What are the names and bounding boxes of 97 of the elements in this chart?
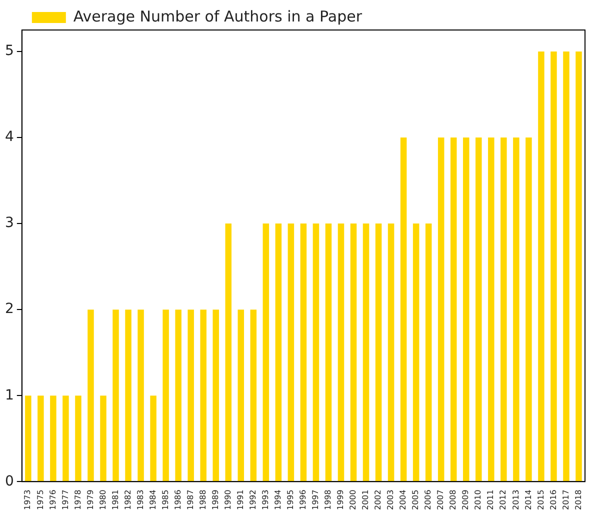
bar: [425, 224, 432, 482]
x-tick-label: 1975: [36, 490, 45, 510]
x-tick-label: 2017: [561, 490, 570, 510]
bar: [150, 396, 156, 482]
x-tick-label: 2011: [486, 490, 496, 510]
x-tick-label: 1973: [23, 490, 32, 510]
x-tick-label: 1993: [260, 490, 270, 510]
x-tick-label: 2000: [348, 490, 358, 510]
x-tick-label: 1986: [173, 490, 182, 510]
bar: [576, 52, 582, 482]
bar: [212, 310, 219, 482]
bar: [38, 396, 44, 482]
bar: [250, 310, 257, 482]
x-tick-label: 2006: [424, 490, 433, 510]
x-tick-label: 1988: [198, 490, 208, 510]
x-tick-label: 2003: [386, 490, 396, 510]
bar: [362, 224, 370, 482]
x-tick-label: 2007: [436, 490, 446, 510]
x-tick-label: 1976: [48, 490, 58, 510]
x-tick-label: 2018: [574, 490, 583, 510]
bar: [476, 138, 482, 482]
bar: [400, 138, 407, 482]
x-tick-label: 1998: [324, 490, 333, 510]
x-tick-label: 1987: [186, 490, 195, 510]
x-tick-label: 1978: [73, 490, 82, 510]
bar: [513, 138, 520, 482]
x-tick-label: 2009: [461, 490, 470, 510]
x-tick-label: 1989: [210, 490, 220, 510]
x-tick-label: 2005: [411, 490, 420, 510]
bar: [300, 224, 307, 482]
x-tick-label: 2001: [361, 490, 370, 510]
bar: [350, 224, 357, 482]
x-tick-label: 2010: [474, 490, 483, 510]
x-tick-label: 1981: [110, 490, 120, 510]
x-tick-label: 1991: [236, 490, 245, 510]
x-tick-label: 1995: [286, 490, 296, 510]
x-tick-label: 2014: [524, 490, 533, 510]
bar: [538, 52, 544, 482]
bar: [526, 138, 532, 482]
x-tick-label: 1992: [248, 490, 258, 510]
x-tick-label: 1977: [60, 490, 70, 510]
bar: [50, 396, 56, 482]
x-tick-label: 1982: [123, 490, 132, 510]
bar: [275, 224, 282, 482]
bar: [412, 224, 420, 482]
bar: [563, 52, 570, 482]
bar: [375, 224, 382, 482]
y-tick-label: 2: [4, 301, 14, 318]
bar: [112, 310, 119, 482]
bar: [288, 224, 294, 482]
bar: [262, 224, 270, 482]
x-tick-label: 1996: [298, 490, 308, 510]
x-tick-label: 1985: [160, 490, 170, 510]
bar: [188, 310, 194, 482]
y-tick-label: 3: [4, 215, 14, 232]
bar: [138, 310, 144, 482]
bar: [238, 310, 244, 482]
bar: [312, 224, 320, 482]
y-tick-label: 4: [4, 129, 14, 146]
bar: [388, 224, 394, 482]
y-tick-label: 0: [4, 473, 14, 490]
y-tick-label: 5: [4, 43, 14, 60]
x-tick-label: 1983: [136, 490, 145, 510]
y-tick-label: 1: [4, 387, 14, 404]
x-tick-label: 1994: [274, 490, 283, 510]
bar: [62, 396, 69, 482]
x-tick-label: 2015: [536, 490, 546, 510]
bar: [488, 138, 494, 482]
x-tick-label: 1984: [148, 490, 158, 510]
bar: [500, 138, 507, 482]
bar: [338, 224, 344, 482]
bar: [75, 396, 82, 482]
bar: [225, 224, 232, 482]
legend-label: Average Number of Authors in a Paper: [73, 7, 363, 26]
bar: [550, 52, 557, 482]
x-tick-label: 1999: [336, 490, 346, 510]
x-tick-label: 1979: [86, 490, 95, 510]
x-tick-label: 2008: [448, 490, 458, 510]
x-tick-label: 2004: [398, 490, 408, 510]
bar: [125, 310, 132, 482]
bar: [325, 224, 332, 482]
bar: [25, 396, 32, 482]
x-tick-label: 1980: [98, 490, 108, 510]
bar: [175, 310, 182, 482]
x-tick-label: 1997: [311, 490, 320, 510]
bar: [450, 138, 457, 482]
x-tick-label: 2012: [498, 490, 508, 510]
bar: [88, 310, 94, 482]
bar: [438, 138, 444, 482]
x-tick-label: 2002: [374, 490, 383, 510]
x-tick-label: 2013: [511, 490, 520, 510]
bar: [162, 310, 169, 482]
x-tick-label: 1990: [223, 490, 232, 510]
bar: [200, 310, 206, 482]
bar: [100, 396, 106, 482]
bar: [462, 138, 470, 482]
x-tick-label: 2016: [548, 490, 558, 510]
